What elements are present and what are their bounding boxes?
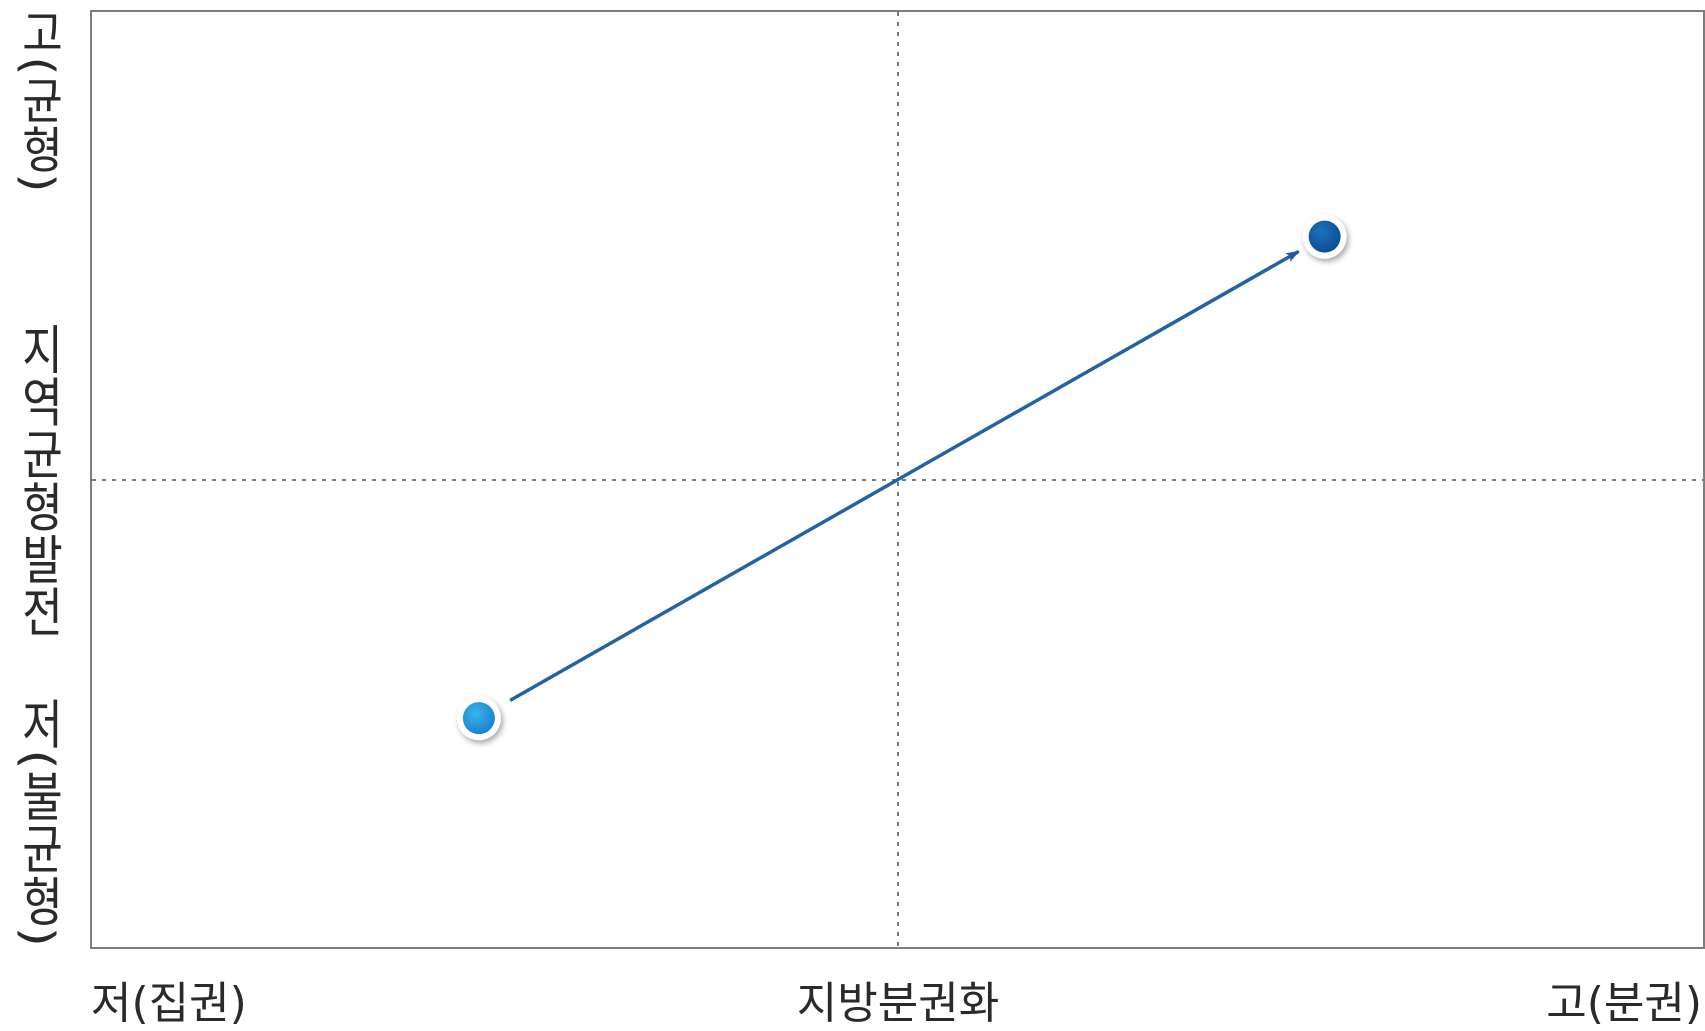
x-axis-high-label: 고(분권) — [1546, 978, 1702, 1029]
point-end-dot — [1308, 220, 1341, 253]
point-start — [456, 696, 501, 741]
y-axis-title: 지역균형발전 — [13, 323, 64, 638]
point-start-dot — [462, 702, 495, 735]
y-axis-low-label: 저(불균형) — [13, 697, 64, 947]
point-end — [1302, 214, 1347, 259]
y-axis-high-label: 고(균형) — [13, 8, 64, 193]
x-axis-low-label: 저(집권) — [91, 978, 247, 1029]
trend-arrow — [509, 249, 1300, 702]
x-axis-title: 지방분권화 — [797, 978, 999, 1029]
